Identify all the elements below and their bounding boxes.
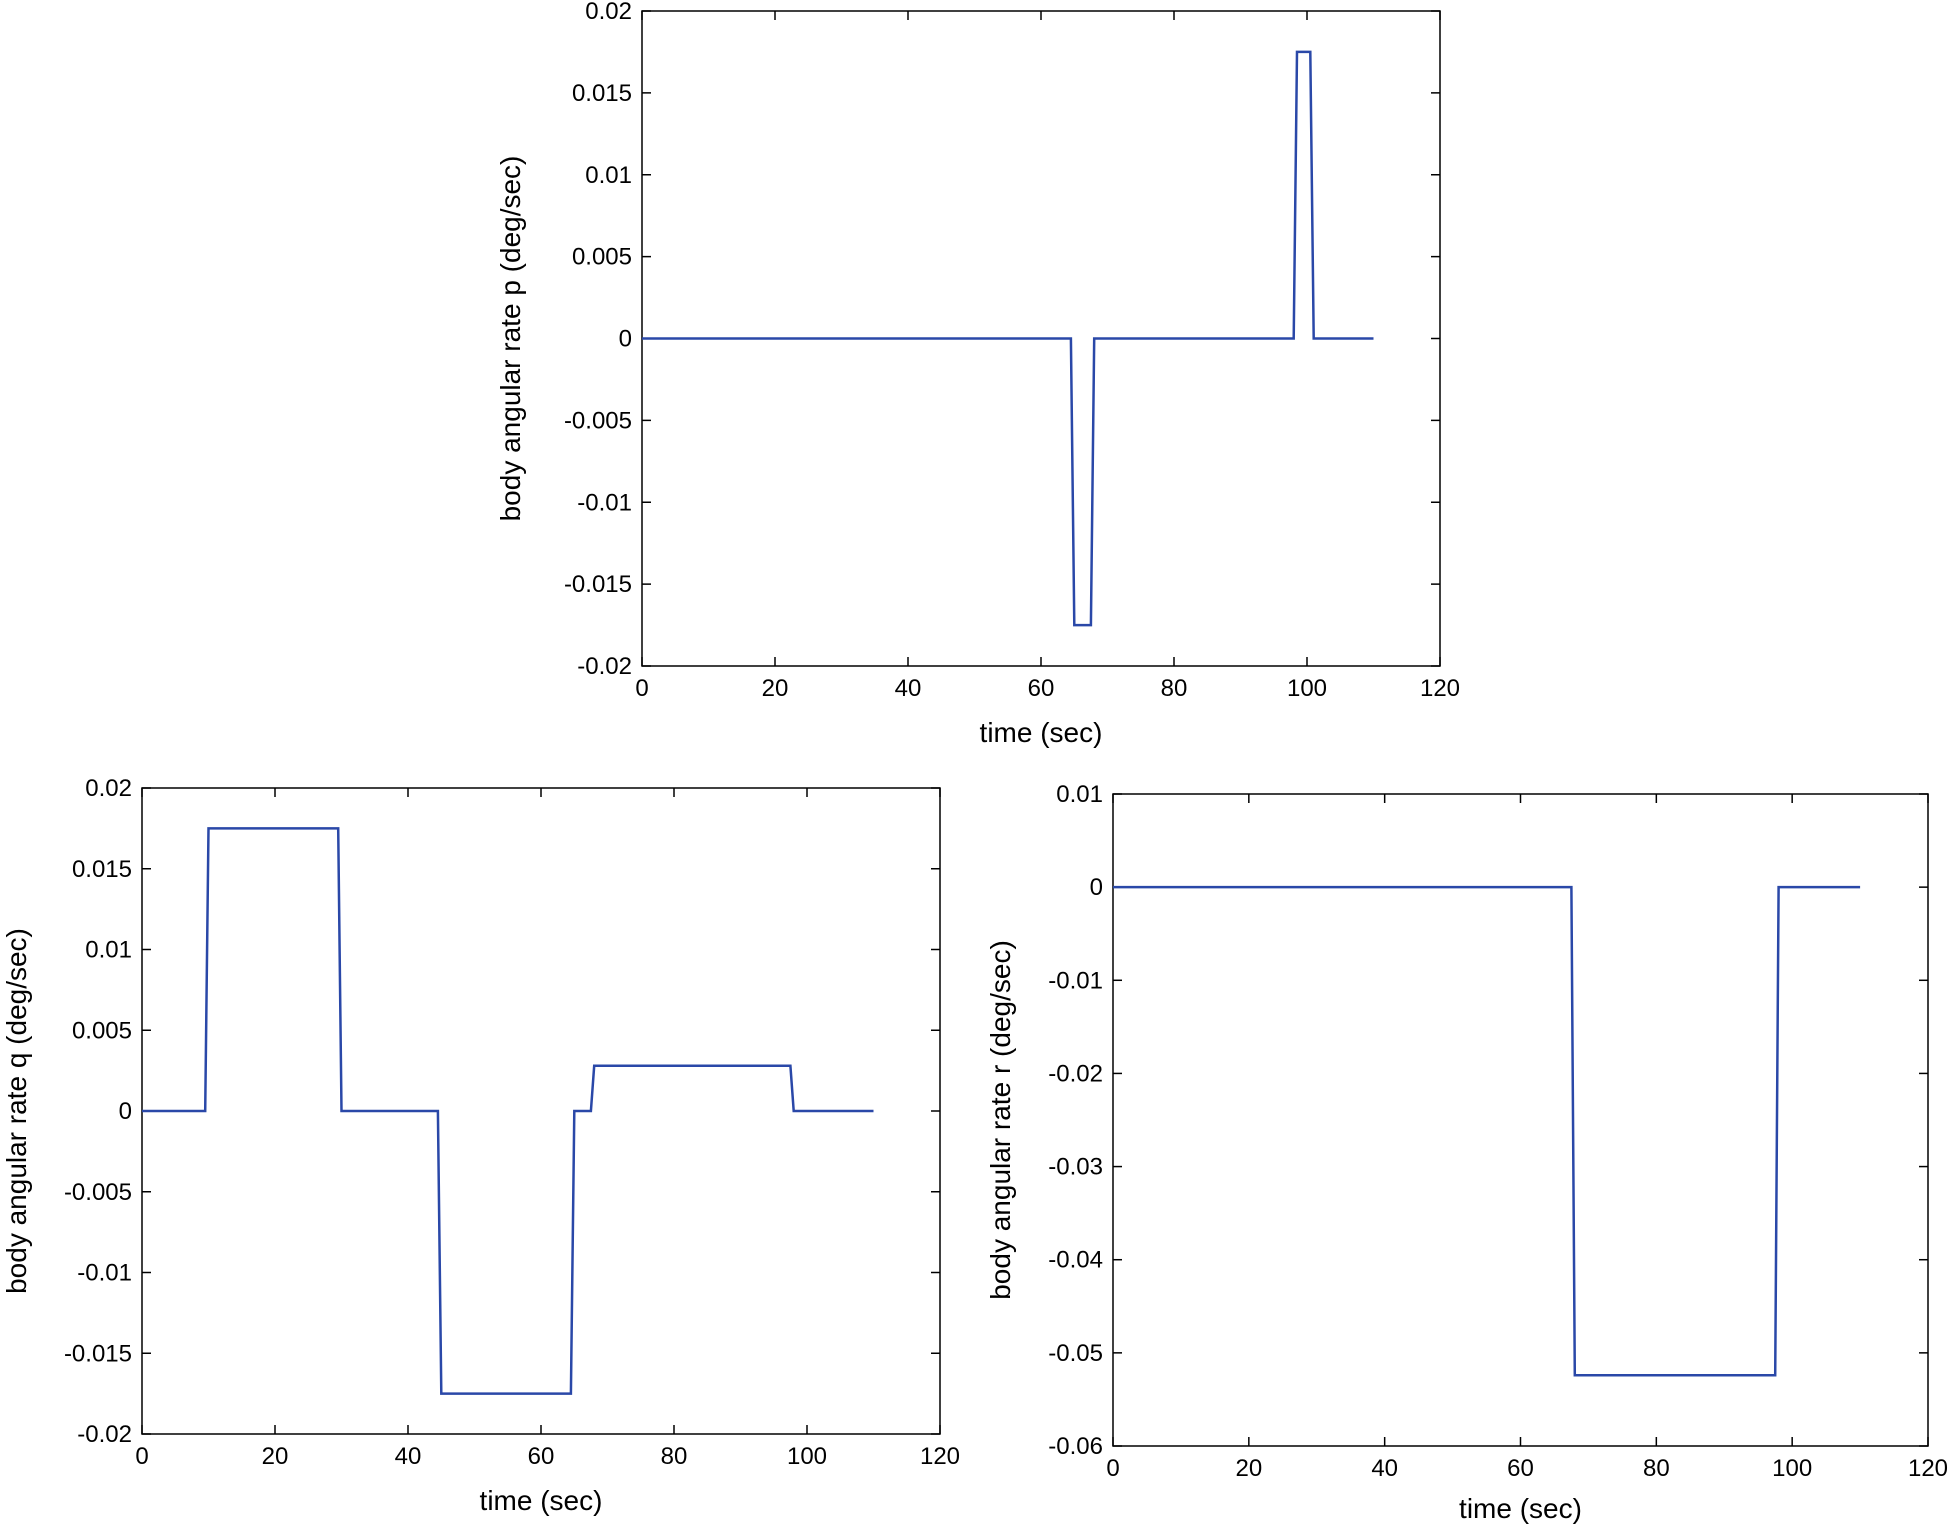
x-tick-label: 60 <box>1028 675 1055 702</box>
plot-r: 0 20 40 60 80 100 120 0.01 0 -0.01 -0.02 -0.03 -0.04… <box>985 781 1948 1524</box>
y-tick-label: 0.02 <box>585 0 632 25</box>
x-tick-label: 0 <box>635 675 648 702</box>
x-tick-label: 80 <box>1161 675 1188 702</box>
y-tick-label: -0.01 <box>577 489 632 516</box>
y-tick-label: -0.03 <box>1048 1154 1103 1181</box>
y-tick-label: -0.005 <box>64 1179 132 1206</box>
x-tick-label: 0 <box>135 1443 148 1470</box>
plot-q: 0 20 40 60 80 100 120 0.02 0.015 0.01 0.005 0 -0.005… <box>1 775 960 1516</box>
x-tick-label: 40 <box>395 1443 422 1470</box>
y-tick-label: 0 <box>1090 874 1103 901</box>
y-tick-label: -0.05 <box>1048 1340 1103 1367</box>
x-tick-label: 20 <box>762 675 789 702</box>
x-axis-label: time (sec) <box>1459 1493 1582 1524</box>
x-tick-label: 60 <box>528 1443 555 1470</box>
plot-p: 0 20 40 60 80 100 120 0.02 0.015 0.01 0.005 0 -0.005… <box>495 0 1460 748</box>
y-tick-label: -0.005 <box>564 407 632 434</box>
y-tick-label: 0.015 <box>72 856 132 883</box>
x-tick-label: 100 <box>1287 675 1327 702</box>
x-axis-label: time (sec) <box>480 1485 603 1516</box>
y-tick-label: 0.005 <box>572 244 632 271</box>
x-tick-label: 120 <box>1908 1455 1948 1482</box>
x-tick-label: 100 <box>1772 1455 1812 1482</box>
x-tick-label: 60 <box>1507 1455 1534 1482</box>
y-tick-label: -0.015 <box>64 1340 132 1367</box>
y-tick-label: 0 <box>119 1098 132 1125</box>
x-tick-label: 20 <box>262 1443 289 1470</box>
series-line-q <box>142 827 874 1395</box>
y-tick-label: 0.01 <box>1056 781 1103 808</box>
y-axis-label: body angular rate q (deg/sec) <box>1 928 32 1294</box>
series-line-r <box>1113 885 1861 1377</box>
y-tick-label: -0.02 <box>577 653 632 680</box>
y-axis-label: body angular rate r (deg/sec) <box>985 940 1016 1300</box>
y-tick-label: -0.02 <box>77 1421 132 1448</box>
y-tick-label: 0.02 <box>85 775 132 802</box>
y-tick-label: -0.02 <box>1048 1060 1103 1087</box>
x-tick-label: 80 <box>661 1443 688 1470</box>
series-line-p <box>642 50 1374 627</box>
x-tick-label: 0 <box>1106 1455 1119 1482</box>
y-tick-label: 0.01 <box>85 937 132 964</box>
x-tick-label: 40 <box>1371 1455 1398 1482</box>
y-tick-label: -0.04 <box>1048 1247 1103 1274</box>
y-tick-label: -0.01 <box>77 1260 132 1287</box>
x-tick-label: 120 <box>920 1443 960 1470</box>
axes-frame <box>1112 793 1929 1447</box>
y-tick-label: -0.015 <box>564 571 632 598</box>
x-tick-label: 80 <box>1643 1455 1670 1482</box>
y-axis-label: body angular rate p (deg/sec) <box>495 156 526 522</box>
y-tick-label: 0 <box>619 326 632 353</box>
x-tick-label: 120 <box>1420 675 1460 702</box>
y-tick-label: 0.01 <box>585 162 632 189</box>
y-tick-label: 0.005 <box>72 1017 132 1044</box>
y-tick-label: -0.01 <box>1048 967 1103 994</box>
x-axis-label: time (sec) <box>980 717 1103 748</box>
x-tick-label: 20 <box>1235 1455 1262 1482</box>
y-tick-label: 0.015 <box>572 80 632 107</box>
x-tick-label: 40 <box>895 675 922 702</box>
x-tick-label: 100 <box>787 1443 827 1470</box>
y-tick-label: -0.06 <box>1048 1433 1103 1460</box>
